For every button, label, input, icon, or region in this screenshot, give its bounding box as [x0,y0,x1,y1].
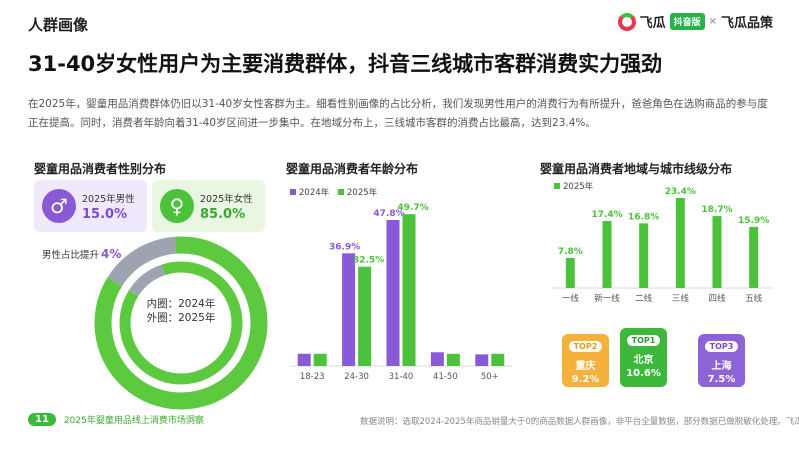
city-legend-label-0: 2025年 [563,181,594,192]
report-name: 2025年婴童用品线上消费市场洞察 [63,416,204,426]
city-tick-label-1: 新一线 [594,293,620,304]
top1-value: 10.6% [626,368,661,379]
age-legend-label-0: 2024年 [299,187,330,198]
city-bar-4-0 [712,216,722,288]
summary-paragraph: 在2025年，婴童用品消费群体仍旧以31-40岁女性客群为主。细看性别画像的占比… [28,98,768,129]
top2-city: 重庆 [575,361,596,372]
age-data-label-1-0: 36.9% [329,242,360,252]
female-card: ♀ 2025年女性 85.0% [152,180,265,232]
age-tick-label-0: 18-23 [300,372,325,382]
page-number: 11 [28,413,56,426]
top2-city-card: TOP2 重庆 9.2% [562,334,609,387]
city-bar-3-0 [675,198,685,288]
city-data-label-2-0: 16.8% [628,212,659,222]
gender-panel-title: 婴童用品消费者性别分布 [34,162,167,176]
city-tick-label-3: 三线 [672,293,690,304]
page-title: 31-40岁女性用户为主要消费群体，抖音三线城市客群消费实力强劲 [28,52,663,76]
age-bar-chart: 2024年 2025年 18-23 36.9% 32.5% 24-30 47.8%49.7%… [290,187,512,382]
male-card: ♂ 2025年男性 15.0% [34,180,147,232]
age-tick-label-1: 24-30 [344,372,369,382]
age-bar-2-0 [386,219,400,366]
brand-tag: 抖音版 [669,13,705,30]
city-tick-label-0: 一线 [562,293,580,304]
city-data-label-3-0: 23.4% [665,187,696,197]
city-bar-2-0 [639,223,649,288]
age-panel-title: 婴童用品消费者年龄分布 [286,162,419,176]
donut-slice-inner-female [119,261,243,385]
donut-center-legend: 内圈：2024年 外圈：2025年 [126,297,236,325]
age-legend-label-1: 2025年 [347,187,378,198]
male-icon: ♂ [42,189,76,223]
female-label: 2025年女性 [200,193,253,205]
age-bar-1-1 [358,266,372,366]
footer: 11 2025年婴童用品线上消费市场洞察 [28,413,204,426]
male-rise-value: 4% [101,247,122,261]
age-legend-swatch-1 [338,189,344,195]
male-value: 15.0% [82,206,128,222]
top3-city-card: TOP3 上海 7.5% [698,334,745,387]
city-tier-bar-chart: 2025年 7.8% 一线 17.4% 新一线 16.8% 二线 23.4% 三线 18.7% 四线… [552,181,772,304]
city-legend-swatch-0 [554,183,560,189]
male-rise-label: 男性占比提升 [42,250,100,261]
gender-donut-chart [94,236,268,410]
age-bar-4-1 [491,353,505,366]
age-bar-1-0 [342,253,356,366]
female-value: 85.0% [200,206,246,222]
city-tick-label-5: 五线 [745,293,763,304]
age-tick-label-3: 41-50 [433,372,458,382]
city-tick-label-2: 二线 [635,293,653,304]
top1-city: 北京 [633,355,654,366]
age-bar-0-1 [313,353,327,366]
inner-ring-label: 内圈：2024年 [146,298,216,310]
age-data-label-1-1: 32.5% [353,256,384,266]
age-bar-0-0 [297,353,311,366]
female-icon: ♀ [160,189,194,223]
male-rise-note: 男性占比提升 4% [42,247,121,261]
age-tick-label-2: 31-40 [389,372,414,382]
age-data-label-2-0: 47.8% [373,209,404,219]
city-panel-title: 婴童用品消费者地域与城市线级分布 [540,162,733,176]
age-bar-4-0 [475,354,489,366]
outer-ring-label: 外圈：2025年 [146,312,216,324]
city-data-label-4-0: 18.7% [701,205,732,215]
male-label: 2025年男性 [82,193,135,205]
city-tick-label-4: 四线 [708,293,726,304]
top1-rank: TOP1 [626,335,661,346]
age-bar-2-1 [402,214,416,366]
city-data-label-5-0: 15.9% [738,216,769,226]
top3-city: 上海 [711,361,732,372]
city-bar-0-0 [565,258,575,288]
city-data-label-0-0: 7.8% [558,247,583,257]
brand-lockup: 飞瓜 抖音版 × 飞瓜品策 [617,12,773,31]
brand-logo-icon [617,12,636,31]
partner-name: 飞瓜品策 [720,16,773,31]
city-bar-5-0 [749,226,759,288]
top1-city-card: TOP1 北京 10.6% [620,328,667,387]
city-data-label-1-0: 17.4% [591,210,622,220]
donut-slice-outer-male [94,236,268,410]
data-note: 数据说明：选取2024-2025年商品销量大于0的商品数据人群画像，非平台全量数… [360,417,799,427]
city-bar-1-0 [602,221,612,288]
age-bar-3-1 [446,353,460,366]
age-bar-3-0 [430,352,444,366]
age-legend-swatch-0 [290,189,296,195]
top3-value: 7.5% [707,374,736,385]
brand-separator: × [708,16,717,27]
top2-rank: TOP2 [568,341,603,352]
top2-value: 9.2% [571,374,600,385]
brand-name: 飞瓜 [639,16,666,31]
top3-rank: TOP3 [704,341,739,352]
section-label: 人群画像 [28,16,89,34]
age-data-label-2-1: 49.7% [397,203,428,213]
age-tick-label-4: 50+ [481,372,499,382]
